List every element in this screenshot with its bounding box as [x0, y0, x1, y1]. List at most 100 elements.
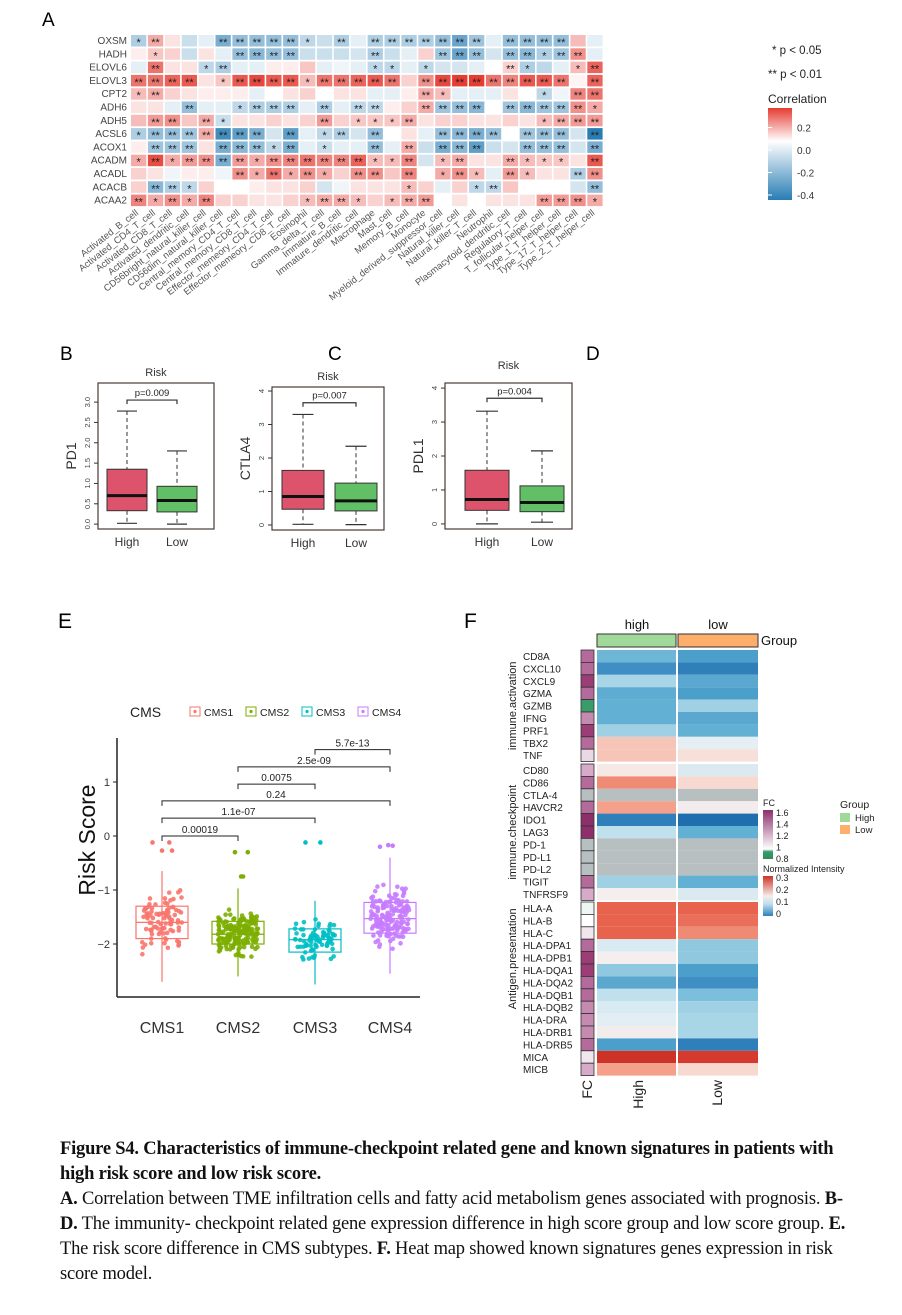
- data-point: [140, 951, 145, 957]
- significance-mark: **: [405, 143, 414, 155]
- data-point: [236, 947, 241, 952]
- data-point: [243, 923, 249, 929]
- comparison-p-value: 2.5e-09: [297, 756, 331, 767]
- data-point: [162, 911, 167, 916]
- heatmap-cell-low: [678, 712, 758, 725]
- heatmap-cell: [587, 141, 603, 153]
- heatmap-cell: [570, 181, 586, 193]
- significance-mark: **: [185, 143, 194, 155]
- data-point: [162, 940, 167, 946]
- data-point: [372, 888, 378, 894]
- y-axis-label: Risk Score: [74, 784, 100, 895]
- significance-mark: **: [523, 143, 532, 155]
- fc-cell: [580, 776, 595, 790]
- legend-key-dot: [361, 709, 365, 714]
- heatmap-cell: [469, 194, 485, 207]
- heatmap-cell: [198, 48, 214, 60]
- significance-mark: *: [153, 50, 158, 62]
- data-point: [175, 918, 181, 923]
- fc-tick-label: 0.8: [776, 854, 789, 864]
- fc-cell: [580, 711, 595, 725]
- significance-mark: **: [236, 37, 245, 49]
- heatmap-cell: [147, 74, 164, 87]
- significance-mark: **: [506, 157, 515, 169]
- heatmap-cell-low: [678, 902, 758, 915]
- heatmap-cell: [131, 35, 147, 47]
- fc-cell: [580, 988, 595, 1002]
- significance-mark: **: [286, 130, 295, 142]
- y-tick-label: 2: [257, 456, 266, 460]
- comparison-p-value: 0.0075: [261, 773, 292, 784]
- heatmap-cell: [452, 141, 468, 153]
- heatmap-cell: [300, 48, 316, 60]
- gene-label: HLA-B: [523, 916, 553, 927]
- heatmap-cell: [232, 141, 248, 153]
- correlation-colorbar: [768, 108, 792, 200]
- data-point: [249, 954, 254, 959]
- significance-mark: **: [439, 104, 448, 116]
- heatmap-cell: [401, 168, 417, 180]
- heatmap-cell: [587, 114, 603, 127]
- heatmap-cell: [249, 48, 265, 60]
- data-point: [164, 930, 170, 936]
- heatmap-cell: [164, 168, 181, 180]
- heatmap-cell: [164, 48, 181, 60]
- caption-title: Figure S4. Characteristics of immune-che…: [60, 1139, 834, 1184]
- box-low: [334, 482, 378, 512]
- data-point: [141, 908, 147, 913]
- heatmap-cell: [418, 48, 434, 60]
- heatmap-cell: [283, 194, 299, 207]
- data-point: [294, 931, 299, 936]
- data-point: [398, 901, 403, 907]
- data-point: [378, 921, 384, 926]
- significance-mark: *: [424, 64, 429, 76]
- gene-label: MICA: [523, 1053, 548, 1064]
- heatmap-cell: [502, 61, 519, 74]
- column-header-high: high: [625, 617, 650, 632]
- heatmap-cell: [350, 35, 366, 47]
- heatmap-cell: [283, 74, 299, 87]
- data-point: [384, 933, 389, 939]
- heatmap-cell: [198, 35, 214, 47]
- heatmap-cell: [198, 128, 214, 140]
- significance-mark: **: [540, 77, 549, 89]
- heatmap-cell-low: [678, 749, 758, 762]
- heatmap-cell: [536, 141, 552, 153]
- heatmap-cell: [553, 35, 569, 47]
- fc-cell: [580, 674, 595, 688]
- heatmap-cell-low: [678, 838, 758, 851]
- data-point: [155, 926, 160, 931]
- heatmap-cell: [266, 194, 282, 207]
- heatmap-cell: [300, 128, 316, 140]
- heatmap-cell-low: [678, 801, 758, 814]
- heatmap-cell-low: [678, 674, 758, 688]
- heatmap-cell: [181, 168, 197, 180]
- significance-mark: **: [472, 50, 481, 62]
- data-point: [314, 944, 319, 950]
- data-point: [232, 849, 238, 855]
- significance-mark: **: [557, 117, 566, 129]
- heatmap-cell: [502, 48, 519, 60]
- heatmap-cell: [384, 141, 400, 153]
- data-point: [238, 953, 244, 959]
- heatmap-cell: [131, 168, 147, 180]
- gene-label: CD80: [523, 766, 549, 777]
- data-point: [388, 919, 394, 924]
- significance-mark: *: [137, 37, 142, 49]
- heatmap-cell: [587, 154, 603, 167]
- heatmap-cell: [367, 35, 383, 47]
- data-point: [226, 924, 231, 929]
- heatmap-cell-high: [597, 863, 676, 876]
- data-point: [303, 840, 308, 845]
- heatmap-cell: [435, 168, 451, 180]
- heatmap-cell: [266, 48, 282, 60]
- heatmap-cell: [570, 35, 586, 47]
- fc-tick-label: 1.2: [776, 831, 789, 841]
- data-point: [231, 916, 236, 922]
- heatmap-cell: [333, 61, 350, 74]
- y-tick-label: 4: [257, 389, 266, 393]
- plot-frame: [97, 382, 215, 530]
- heatmap-cell: [367, 114, 383, 127]
- heatmap-cell: [418, 141, 434, 153]
- heatmap-cell: [300, 88, 316, 100]
